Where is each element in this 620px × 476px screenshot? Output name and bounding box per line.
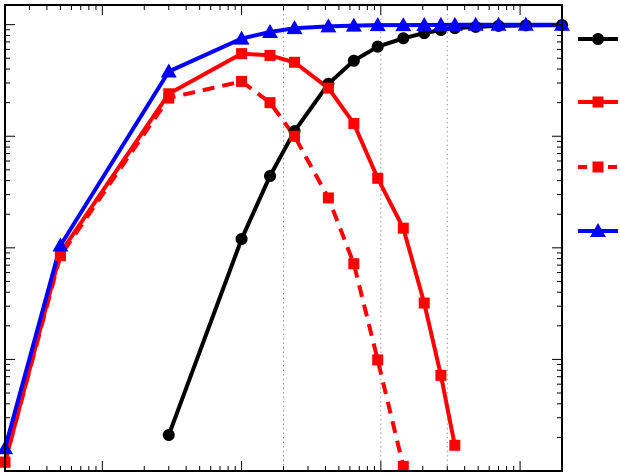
data-point-square xyxy=(289,130,301,142)
data-point-triangle xyxy=(345,17,362,32)
data-point-square xyxy=(236,48,248,60)
data-point-circle xyxy=(235,232,248,245)
axes xyxy=(4,4,563,472)
data-point-triangle xyxy=(416,16,433,31)
data-point-square xyxy=(236,75,248,87)
data-point-circle xyxy=(397,32,410,45)
data-point-circle xyxy=(371,40,384,53)
legend-marker-4 xyxy=(590,223,606,237)
data-point-triangle xyxy=(432,16,449,31)
data-point-square xyxy=(397,222,409,234)
data-point-triangle xyxy=(320,18,337,33)
data-point-triangle xyxy=(517,16,534,31)
data-point-triangle xyxy=(160,63,177,78)
data-point-square xyxy=(449,439,461,451)
data-point-circle xyxy=(347,54,360,67)
data-point-square xyxy=(54,250,66,262)
data-point-circle xyxy=(264,170,277,183)
data-point-circle xyxy=(162,429,175,442)
data-point-square xyxy=(322,192,334,204)
data-point-triangle xyxy=(369,17,386,32)
data-point-triangle xyxy=(395,17,412,32)
data-point-triangle xyxy=(233,30,250,45)
data-point-triangle xyxy=(490,16,507,31)
data-point-square xyxy=(418,297,430,309)
legend-marker-1 xyxy=(592,33,604,45)
data-point-square xyxy=(435,369,447,381)
markers-layer xyxy=(0,16,570,472)
data-point-square xyxy=(348,118,360,130)
data-point-triangle xyxy=(0,440,13,455)
series-line-3 xyxy=(5,79,406,467)
grid-lines xyxy=(283,5,448,471)
data-point-square xyxy=(372,354,384,366)
data-point-triangle xyxy=(446,16,463,31)
data-point-square xyxy=(322,82,334,94)
data-point-square xyxy=(289,56,301,68)
data-point-square xyxy=(163,92,175,104)
data-point-triangle xyxy=(262,23,279,38)
legend-marker-2 xyxy=(592,96,604,108)
data-point-square xyxy=(264,97,276,109)
data-point-square xyxy=(348,258,360,270)
data-point-square xyxy=(264,49,276,61)
data-point-triangle xyxy=(467,16,484,31)
series-line-4 xyxy=(5,22,562,449)
data-point-triangle xyxy=(52,237,69,252)
legend-marker-3 xyxy=(592,161,604,173)
legend xyxy=(578,33,618,237)
data-point-triangle xyxy=(286,20,303,35)
data-point-square xyxy=(397,460,409,472)
series-line-2 xyxy=(5,51,457,463)
data-point-square xyxy=(372,172,384,184)
